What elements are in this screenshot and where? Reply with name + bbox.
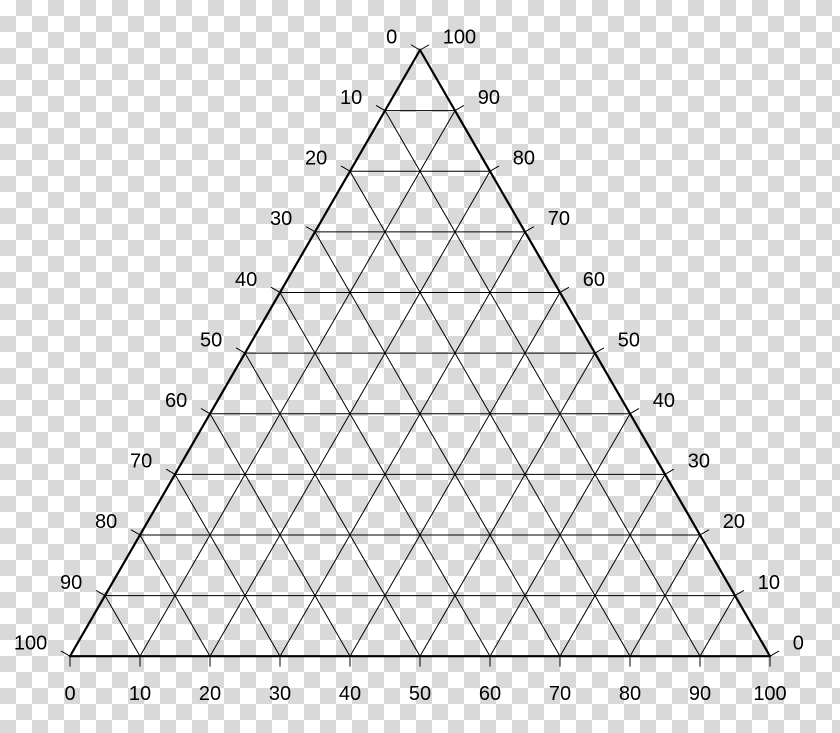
tick-label: 90 [478, 87, 500, 109]
tick-label: 100 [443, 26, 476, 48]
tick-right [420, 45, 429, 50]
tick-left [166, 469, 175, 474]
tick-label: 70 [548, 208, 570, 230]
tick-label: 80 [95, 511, 117, 533]
tick-label: 0 [386, 26, 397, 48]
tick-label: 80 [619, 683, 641, 705]
axis-bottom-labels: 0 10 20 30 40 50 60 70 80 90 100 [64, 683, 786, 705]
tick-label: 20 [305, 148, 327, 170]
grid-line-left-parallel [420, 353, 595, 656]
axis-left-labels: 1009080706050403020100 [14, 26, 397, 654]
tick-right [560, 287, 569, 292]
tick-left [131, 530, 140, 535]
tick-label: 40 [653, 390, 675, 412]
grid-line-right-parallel [245, 353, 420, 656]
tick-right [700, 530, 709, 535]
tick-label: 50 [200, 329, 222, 351]
grid-line-right-parallel [315, 232, 560, 656]
grid-line-left-parallel [280, 232, 525, 656]
tick-label: 40 [235, 269, 257, 291]
tick-left [201, 409, 210, 414]
tick-label: 90 [60, 572, 82, 594]
grid-line-left-parallel [560, 474, 665, 656]
tick-label: 40 [339, 683, 361, 705]
tick-label: 10 [758, 572, 780, 594]
tick-label: 60 [583, 269, 605, 291]
ternary-plot: 0102030405060708090100 10090807060504030… [0, 0, 840, 733]
tick-left [61, 651, 70, 656]
ternary-grid [105, 111, 735, 657]
tick-label: 100 [753, 683, 786, 705]
tick-left [271, 287, 280, 292]
tick-label: 20 [723, 511, 745, 533]
tick-left [96, 591, 105, 596]
tick-label: 60 [479, 683, 501, 705]
tick-label: 100 [14, 632, 47, 654]
tick-label: 80 [513, 148, 535, 170]
tick-left [306, 227, 315, 232]
tick-label: 70 [549, 683, 571, 705]
tick-right [525, 227, 534, 232]
tick-label: 50 [618, 329, 640, 351]
grid-line-right-parallel [175, 474, 280, 656]
tick-label: 30 [270, 208, 292, 230]
grid-line-left-parallel [140, 111, 455, 657]
tick-left [376, 106, 385, 111]
tick-label: 30 [688, 451, 710, 473]
tick-label: 70 [130, 451, 152, 473]
tick-label: 90 [689, 683, 711, 705]
tick-right [490, 166, 499, 171]
axis-right-labels: 0 10 20 30 40 50 60 70 80 90 100 [443, 26, 804, 654]
tick-label: 10 [129, 683, 151, 705]
tick-label: 30 [269, 683, 291, 705]
grid-line-right-parallel [385, 111, 700, 657]
tick-left [236, 348, 245, 353]
tick-right [770, 651, 779, 656]
tick-label: 10 [340, 87, 362, 109]
tick-label: 0 [793, 632, 804, 654]
tick-left [341, 166, 350, 171]
tick-right [455, 106, 464, 111]
tick-label: 20 [199, 683, 221, 705]
tick-right [665, 469, 674, 474]
ternary-ticks [61, 45, 778, 666]
tick-label: 60 [165, 390, 187, 412]
tick-right [630, 409, 639, 414]
grid-line-left-parallel [700, 596, 735, 657]
tick-left [411, 45, 420, 50]
tick-label: 50 [409, 683, 431, 705]
tick-right [595, 348, 604, 353]
tick-right [735, 591, 744, 596]
grid-line-right-parallel [105, 596, 140, 657]
tick-label: 0 [64, 683, 75, 705]
